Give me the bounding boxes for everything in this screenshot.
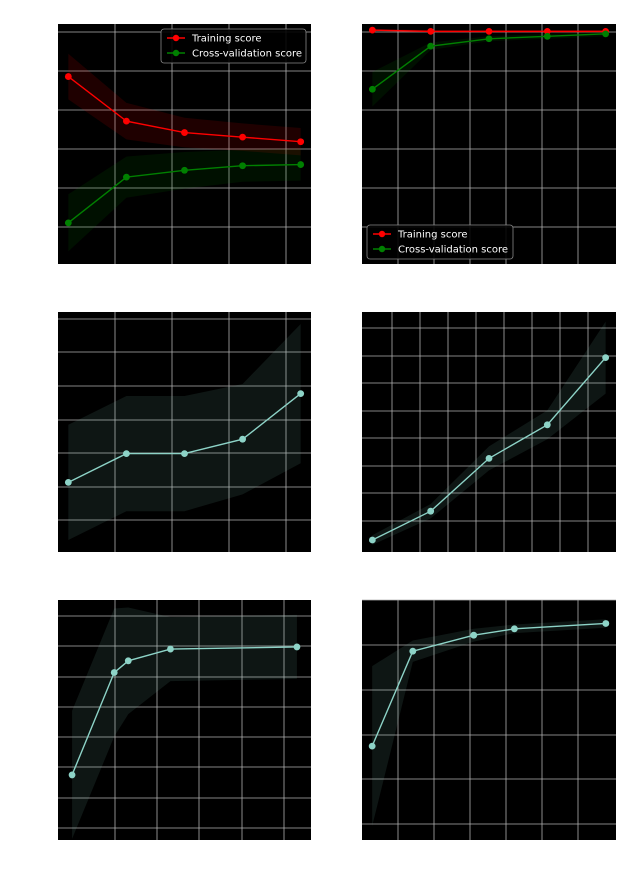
- plot-area: [362, 24, 616, 264]
- legend-swatch-marker: [172, 49, 180, 57]
- data-point: [409, 647, 417, 655]
- confidence-band: [68, 53, 301, 156]
- subplot-2: Training score Cross-validation score: [362, 24, 616, 264]
- data-point: [297, 161, 305, 168]
- data-point: [123, 173, 130, 181]
- data-point: [64, 479, 72, 486]
- subplot-4: [362, 312, 616, 552]
- data-point: [68, 771, 76, 779]
- legend: Training score Cross-validation score: [160, 28, 307, 64]
- data-point: [602, 620, 610, 627]
- data-point: [543, 421, 551, 429]
- data-point: [124, 657, 132, 665]
- data-point: [239, 133, 246, 141]
- data-point: [427, 27, 435, 35]
- data-point: [602, 30, 610, 38]
- legend-label: Cross-validation score: [192, 49, 302, 60]
- data-point: [123, 117, 130, 125]
- data-point: [511, 625, 518, 633]
- data-point: [368, 26, 376, 34]
- data-point: [543, 32, 551, 40]
- series-group: [64, 53, 305, 252]
- data-point: [239, 435, 246, 443]
- data-point: [485, 455, 493, 462]
- data-point: [297, 390, 305, 397]
- data-point: [543, 27, 551, 35]
- data-point: [368, 742, 376, 750]
- plot-area: [58, 24, 311, 264]
- data-point: [181, 129, 188, 136]
- data-point: [64, 73, 72, 80]
- series-group: [368, 26, 610, 107]
- confidence-band: [72, 607, 297, 839]
- legend-swatch-marker: [378, 245, 386, 253]
- data-point: [427, 507, 435, 515]
- data-point: [181, 166, 188, 174]
- subplot-6: [362, 599, 616, 840]
- data-point: [110, 669, 118, 676]
- data-point: [368, 536, 376, 544]
- data-point: [181, 450, 188, 457]
- legend-frame: [160, 28, 307, 64]
- series-group: [68, 607, 301, 839]
- data-point: [427, 42, 435, 50]
- legend-label: Training score: [397, 230, 468, 241]
- legend: Training score Cross-validation score: [366, 224, 514, 260]
- data-point: [470, 631, 478, 639]
- legend-label: Cross-validation score: [398, 245, 508, 256]
- data-point: [602, 354, 610, 361]
- plot-area: [362, 312, 616, 552]
- series-group: [368, 619, 610, 827]
- subplot-1: Training score Cross-validation score: [58, 24, 311, 264]
- confidence-band: [68, 324, 301, 540]
- data-point: [123, 450, 130, 457]
- legend-frame: [366, 224, 514, 260]
- legend-swatch-marker: [378, 230, 386, 238]
- data-point: [64, 219, 72, 227]
- legend-label: Training score: [191, 34, 262, 45]
- data-point: [167, 645, 174, 653]
- data-point: [293, 643, 301, 651]
- data-point: [485, 27, 493, 35]
- series-group: [368, 321, 610, 545]
- data-point: [297, 138, 305, 146]
- data-point: [368, 85, 376, 93]
- data-point: [485, 35, 493, 43]
- subplot-3: [58, 312, 311, 552]
- plot-area: [362, 600, 616, 840]
- legend-swatch-marker: [172, 34, 180, 42]
- series-group: [64, 324, 305, 540]
- plot-area: [58, 600, 311, 840]
- data-point: [239, 162, 246, 170]
- subplot-5: [58, 600, 311, 840]
